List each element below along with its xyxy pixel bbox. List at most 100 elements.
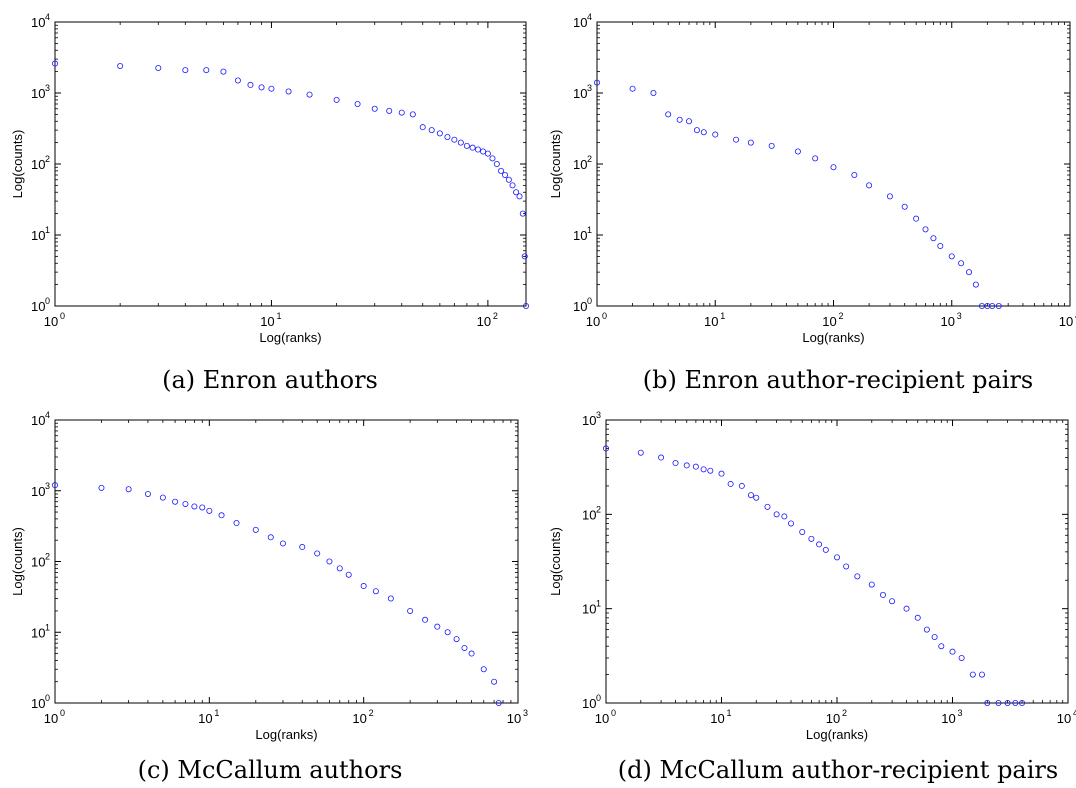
chart-c-x-tick-label-exponent: 1 — [214, 708, 219, 718]
chart-c-y-tick-label: 10 — [31, 555, 45, 570]
chart-a-x-tick-label: 10 — [260, 314, 274, 329]
chart-d-data-point — [1012, 699, 1019, 706]
chart-c-y-tick-label: 10 — [31, 484, 45, 499]
chart-c-y-axis-label: Log(counts) — [10, 527, 25, 596]
chart-c-data-point — [491, 678, 498, 685]
chart-c-caption: (c) McCallum authors — [137, 756, 403, 784]
chart-c-data-point — [480, 666, 487, 673]
chart-a-data-point — [398, 109, 405, 116]
chart-c-data-point — [444, 629, 451, 636]
chart-b-data-point — [700, 129, 707, 136]
chart-d-x-axis-label: Log(ranks) — [806, 727, 868, 742]
chart-d-data-point — [764, 503, 771, 510]
chart-c-data-point — [453, 636, 460, 643]
chart-b-data-point — [972, 281, 979, 288]
chart-a-data-point — [505, 176, 512, 183]
chart-a-data-point — [493, 160, 500, 167]
chart-b-data-point — [794, 148, 801, 155]
chart-a-plot-frame — [54, 21, 527, 307]
chart-c-data-point — [125, 486, 132, 493]
chart-c-x-tick-label: 10 — [198, 711, 212, 726]
chart-b-svg: 100101102103104100101102103104Log(ranks)… — [548, 12, 1076, 345]
chart-a-data-point — [523, 302, 530, 309]
chart-d-data-point — [1019, 699, 1026, 706]
chart-a-data-point — [480, 148, 487, 155]
chart-a-x-axis-label: Log(ranks) — [259, 330, 321, 345]
chart-a-data-point — [509, 182, 516, 189]
chart-d-data-point — [822, 546, 829, 553]
chart-a-x-tick-label: 10 — [44, 314, 58, 329]
chart-b-data-point — [989, 302, 996, 309]
chart-d-data-point — [958, 654, 965, 661]
chart-d-x-tick-label: 10 — [1057, 711, 1071, 726]
chart-a-svg: 10 0 10 1 10 210 010 110 210 310 4Log(ranks)Log(co… — [10, 12, 530, 345]
chart-a-data-point — [519, 210, 526, 217]
chart-b-data-point — [629, 85, 636, 92]
chart-a-data-point — [354, 100, 361, 107]
chart-d-y-tick-label-exponent: 3 — [596, 410, 601, 420]
chart-a-data-point — [258, 84, 265, 91]
chart-c-svg: 10 0 10 1 10 2 10 310 010 110 210 310 4Log(ranks)Log… — [10, 410, 528, 742]
chart-a-data-point — [419, 124, 426, 131]
chart-d-data-point — [995, 699, 1002, 706]
chart-panel-a: 10 0 10 1 10 2 10 0 10 1 10 2 10 3 10 4 Log(ranks) Log(co… — [0, 0, 538, 394]
chart-d-y-tick-label: 10 — [582, 602, 596, 617]
chart-b-data-point — [686, 118, 693, 125]
chart-b-x-tick-label: 10 — [704, 314, 718, 329]
chart-b-data-point — [812, 155, 819, 162]
chart-c-data-point — [252, 526, 259, 533]
chart-d-data-point — [603, 445, 610, 452]
chart-b-y-tick-label-exponent: 3 — [587, 83, 592, 93]
chart-b-y-tick-label-exponent: 1 — [587, 225, 592, 235]
chart-c-x-tick-label-exponent: 3 — [523, 708, 528, 718]
chart-a-data-point — [182, 67, 189, 74]
chart-c-y-tick-label-exponent: 0 — [45, 693, 50, 703]
chart-c-data-point — [279, 540, 286, 547]
chart-c-data-point — [336, 565, 343, 572]
chart-d-data-point — [753, 494, 760, 501]
chart-c-data-point — [495, 699, 502, 706]
chart-b-x-tick-label-exponent: 0 — [602, 311, 607, 321]
chart-c-data-point — [422, 616, 429, 623]
chart-d-y-tick-label: 10 — [582, 413, 596, 428]
chart-d-plot-frame — [605, 419, 1069, 704]
chart-d-data-point — [903, 605, 910, 612]
chart-d-data-point — [1004, 699, 1011, 706]
chart-b-data-point — [966, 269, 973, 276]
chart-a-caption: (a) Enron authors — [162, 366, 378, 394]
chart-a-data-point — [203, 67, 210, 74]
chart-b-x-tick-label: 10 — [822, 314, 836, 329]
chart-d-data-point — [889, 598, 896, 605]
chart-d-data-point — [854, 573, 861, 580]
chart-a-data-point — [444, 134, 451, 141]
chart-d-data-point — [984, 699, 991, 706]
chart-c-data-point — [191, 503, 198, 510]
chart-b-data-point — [747, 139, 754, 146]
chart-c-data-point — [461, 644, 468, 651]
chart-b-data-point — [594, 79, 601, 86]
chart-d-data-point — [658, 454, 665, 461]
chart-d-data-point — [978, 671, 985, 678]
chart-c-y-tick-label-exponent: 2 — [45, 552, 50, 562]
chart-b-data-point — [913, 215, 920, 222]
chart-d-y-tick-label: 10 — [582, 696, 596, 711]
chart-a-x-tick-label: 10 — [477, 314, 491, 329]
chart-d-data-point — [808, 535, 815, 542]
chart-b-data-point — [665, 111, 672, 118]
chart-a-y-tick-label-exponent: 1 — [45, 225, 50, 235]
chart-d-data-point — [949, 648, 956, 655]
chart-c-data-point — [372, 588, 379, 595]
chart-d-data-point — [707, 467, 714, 474]
chart-b-x-tick-label: 10 — [586, 314, 600, 329]
chart-c-data-point — [326, 558, 333, 565]
chart-a-y-tick-label: 10 — [31, 228, 45, 243]
chart-a-data-point — [451, 136, 458, 143]
chart-b-caption: (b) Enron author-recipient pairs — [642, 366, 1034, 394]
chart-c-y-tick-label: 10 — [31, 625, 45, 640]
chart-d-y-axis-label: Log(counts) — [548, 527, 563, 596]
chart-d-y-tick-label-exponent: 0 — [596, 693, 601, 703]
chart-b-data-point — [768, 142, 775, 149]
chart-b-data-point — [693, 127, 700, 134]
chart-c-x-tick-label: 10 — [44, 711, 58, 726]
chart-b-data-point — [650, 90, 657, 97]
